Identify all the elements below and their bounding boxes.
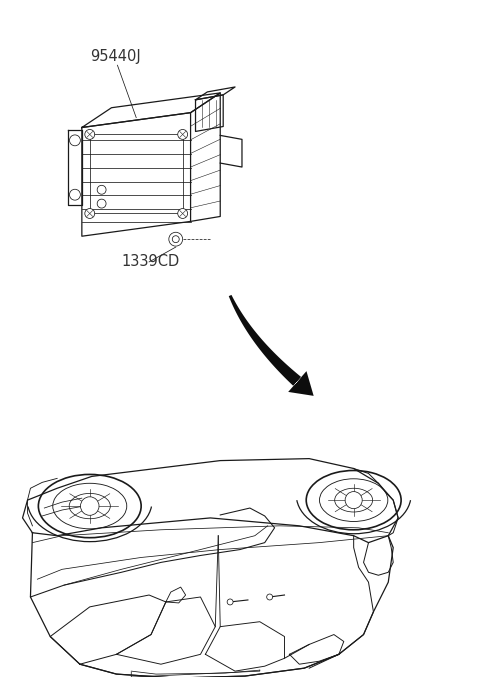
Circle shape bbox=[172, 236, 179, 242]
Circle shape bbox=[85, 129, 95, 140]
Circle shape bbox=[97, 199, 106, 208]
Circle shape bbox=[85, 208, 95, 219]
Circle shape bbox=[227, 599, 233, 605]
Text: 1339CD: 1339CD bbox=[121, 254, 180, 269]
Circle shape bbox=[345, 492, 362, 509]
Circle shape bbox=[97, 185, 106, 194]
Circle shape bbox=[178, 129, 188, 140]
Circle shape bbox=[70, 135, 80, 146]
Circle shape bbox=[178, 208, 188, 219]
Circle shape bbox=[267, 594, 273, 600]
Circle shape bbox=[81, 497, 99, 516]
Circle shape bbox=[70, 189, 80, 200]
Text: 95440J: 95440J bbox=[90, 49, 141, 64]
Circle shape bbox=[169, 232, 183, 246]
Polygon shape bbox=[229, 295, 313, 396]
